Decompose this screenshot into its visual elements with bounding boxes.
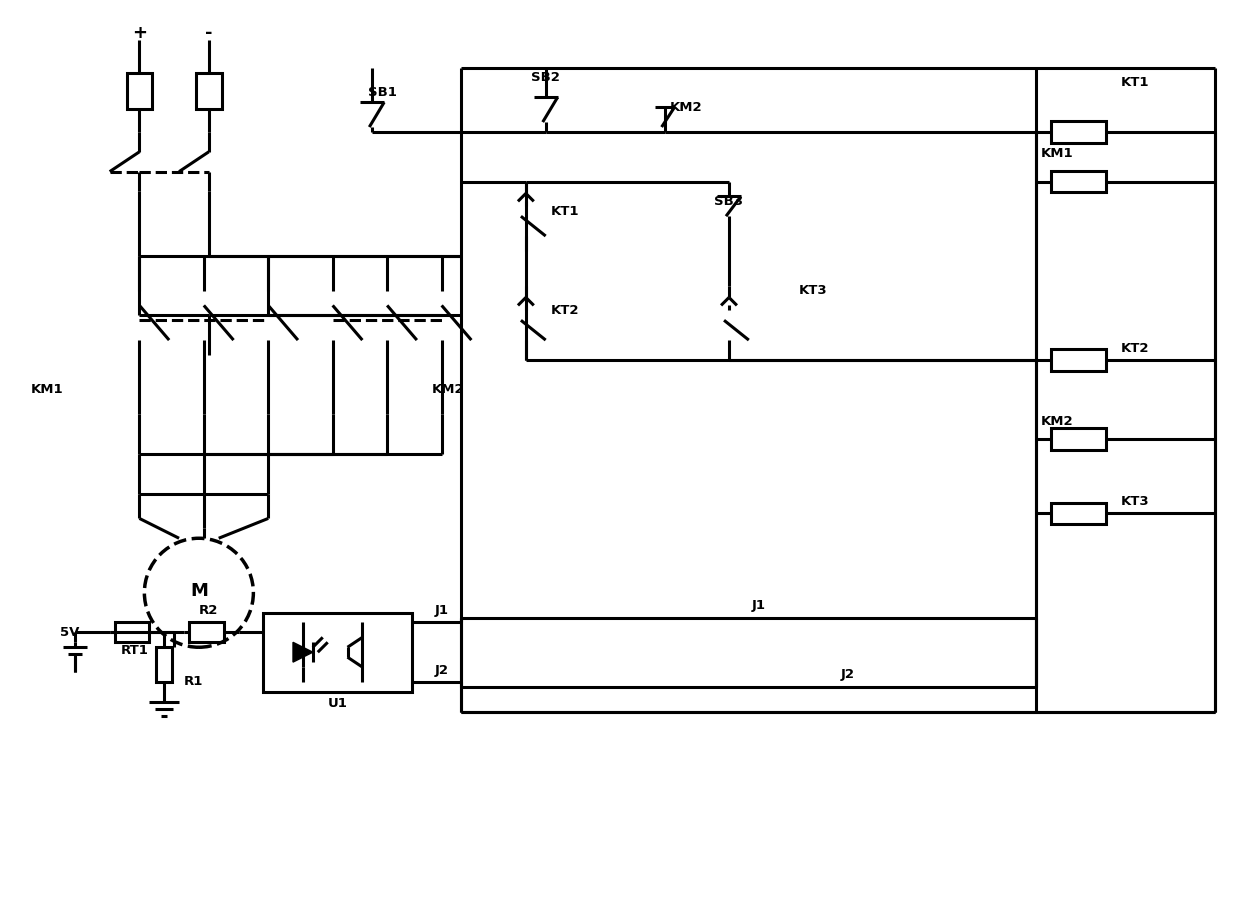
Bar [126, 72, 153, 109]
Text: KT1: KT1 [551, 205, 579, 218]
Text: KT2: KT2 [551, 303, 579, 317]
Bar [263, 612, 412, 692]
Text: KM2: KM2 [670, 101, 702, 113]
Text: KT1: KT1 [1121, 76, 1149, 89]
Text: SB2: SB2 [531, 71, 560, 84]
Text: J2: J2 [435, 664, 449, 676]
Text: R1: R1 [184, 675, 203, 688]
Bar [114, 622, 149, 643]
Text: KM2: KM2 [1042, 415, 1074, 428]
Text: J1: J1 [435, 604, 449, 617]
Text: -: - [205, 24, 212, 42]
Text: +: + [131, 24, 146, 42]
Text: KT2: KT2 [1121, 342, 1149, 355]
Text: R2: R2 [200, 604, 218, 617]
Bar [1052, 171, 1106, 193]
Text: KM2: KM2 [432, 383, 464, 396]
Text: J2: J2 [841, 668, 854, 682]
Bar [1052, 121, 1106, 143]
Text: KM1: KM1 [31, 383, 63, 396]
Bar [188, 622, 223, 643]
Text: KT3: KT3 [799, 284, 827, 297]
Text: KT3: KT3 [1121, 495, 1149, 508]
Text: M: M [190, 582, 208, 600]
Bar [156, 647, 172, 682]
Bar [196, 72, 222, 109]
Text: 5V: 5V [61, 626, 79, 639]
Bar [1052, 503, 1106, 525]
Text: J1: J1 [751, 600, 766, 612]
Bar [1052, 429, 1106, 450]
Bar [1052, 349, 1106, 371]
Text: U1: U1 [327, 697, 347, 710]
Text: RT1: RT1 [120, 643, 149, 657]
Text: KM1: KM1 [1042, 147, 1074, 160]
Text: SB3: SB3 [714, 195, 744, 207]
Text: SB1: SB1 [368, 86, 397, 99]
Polygon shape [293, 643, 312, 662]
